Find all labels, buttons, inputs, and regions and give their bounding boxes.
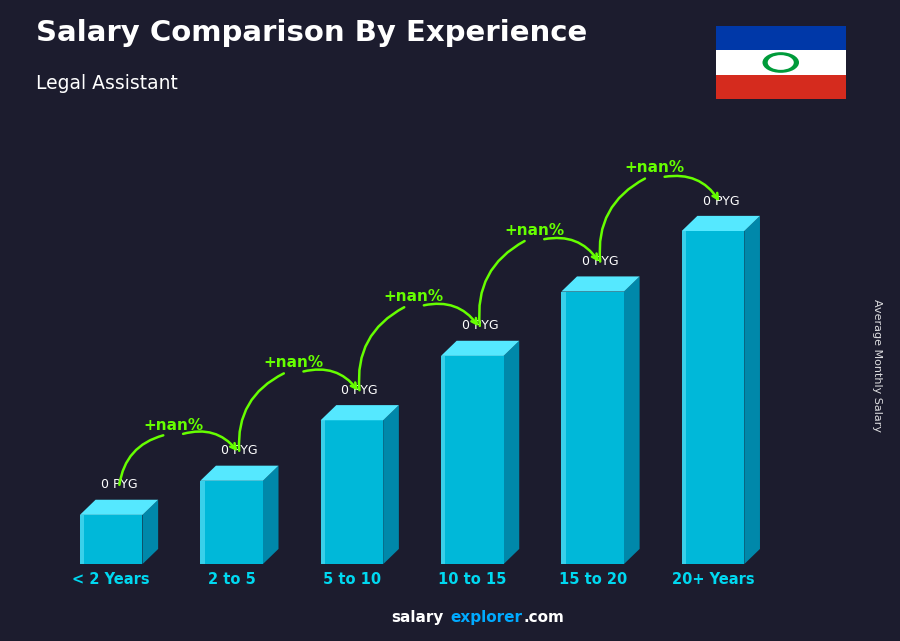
Circle shape bbox=[762, 52, 799, 73]
Text: explorer: explorer bbox=[450, 610, 522, 625]
Bar bbox=[562, 292, 624, 564]
Bar bbox=[562, 292, 566, 564]
Bar bbox=[716, 75, 846, 99]
Text: Legal Assistant: Legal Assistant bbox=[36, 74, 178, 93]
Polygon shape bbox=[142, 500, 158, 564]
Text: 0 PYG: 0 PYG bbox=[582, 255, 619, 268]
Polygon shape bbox=[80, 500, 158, 515]
Bar bbox=[80, 515, 85, 564]
Polygon shape bbox=[263, 465, 278, 564]
Circle shape bbox=[768, 55, 794, 70]
Text: 0 PYG: 0 PYG bbox=[462, 319, 499, 333]
Polygon shape bbox=[383, 405, 399, 564]
Text: 0 PYG: 0 PYG bbox=[221, 444, 257, 457]
Polygon shape bbox=[441, 341, 519, 356]
Text: 0 PYG: 0 PYG bbox=[101, 478, 138, 492]
Text: +nan%: +nan% bbox=[264, 355, 324, 370]
Text: +nan%: +nan% bbox=[384, 289, 444, 304]
Text: 0 PYG: 0 PYG bbox=[341, 384, 378, 397]
Bar bbox=[320, 420, 325, 564]
Bar bbox=[320, 420, 383, 564]
Bar bbox=[441, 356, 504, 564]
Text: +nan%: +nan% bbox=[143, 418, 203, 433]
Bar bbox=[716, 50, 846, 75]
Polygon shape bbox=[744, 216, 760, 564]
Bar bbox=[716, 26, 846, 50]
Bar bbox=[441, 356, 446, 564]
Text: +nan%: +nan% bbox=[625, 160, 685, 176]
Bar bbox=[681, 231, 686, 564]
Polygon shape bbox=[201, 465, 278, 481]
Text: +nan%: +nan% bbox=[504, 223, 564, 238]
Polygon shape bbox=[624, 276, 640, 564]
Text: .com: .com bbox=[524, 610, 564, 625]
Text: Average Monthly Salary: Average Monthly Salary bbox=[872, 299, 883, 432]
Text: salary: salary bbox=[392, 610, 444, 625]
Polygon shape bbox=[681, 216, 760, 231]
Bar bbox=[201, 481, 204, 564]
Bar bbox=[201, 481, 263, 564]
Polygon shape bbox=[320, 405, 399, 420]
Bar bbox=[681, 231, 744, 564]
Bar bbox=[80, 515, 142, 564]
Polygon shape bbox=[562, 276, 640, 292]
Polygon shape bbox=[504, 341, 519, 564]
Text: Salary Comparison By Experience: Salary Comparison By Experience bbox=[36, 19, 587, 47]
Text: 0 PYG: 0 PYG bbox=[703, 194, 739, 208]
